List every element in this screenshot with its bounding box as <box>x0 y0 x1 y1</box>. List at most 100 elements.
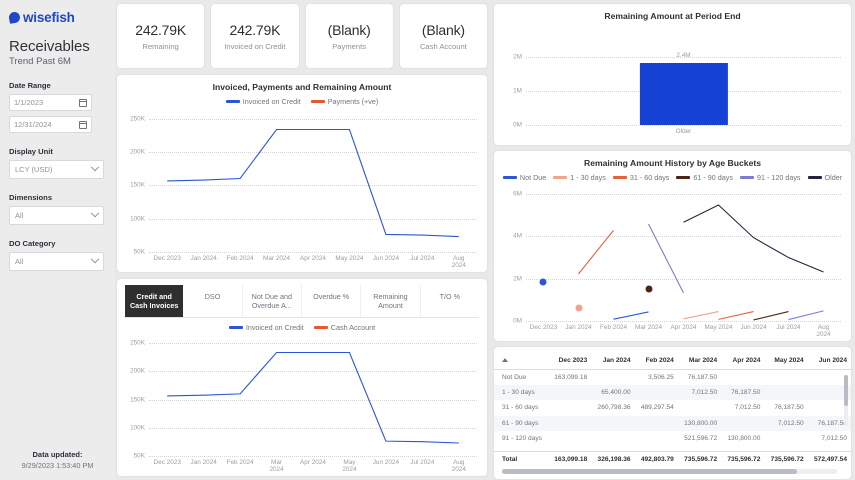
dimensions-select[interactable]: All <box>9 206 104 225</box>
chart-title: Remaining Amount at Period End <box>604 11 741 21</box>
table-horizontal-scrollbar[interactable] <box>502 469 837 474</box>
cell <box>721 416 764 431</box>
kpi-value: (Blank) <box>327 21 371 38</box>
y-axis-tick: 250K <box>130 115 145 123</box>
x-axis-tick: Older <box>675 128 692 135</box>
tab-not-due-and-overdue[interactable]: Not Due and Overdue A... <box>243 285 302 317</box>
legend-item[interactable]: Not Due <box>502 173 547 182</box>
legend-item[interactable]: Invoiced on Credit <box>228 323 304 332</box>
date-to-calendar-button[interactable] <box>75 116 92 133</box>
kpi-card-remaining[interactable]: 242.79K Remaining <box>117 4 205 68</box>
total-cell: 163,099.18 <box>548 450 592 467</box>
series-line <box>789 311 824 320</box>
fish-logo-icon <box>8 11 21 24</box>
data-point[interactable] <box>539 278 547 286</box>
kpi-card-cash-account[interactable]: (Blank) Cash Account <box>399 4 487 68</box>
legend-item[interactable]: 31 - 60 days <box>612 173 670 182</box>
legend-item[interactable]: Cash Account <box>313 323 376 332</box>
legend-item[interactable]: Invoiced on Credit <box>225 97 301 106</box>
cell: 489,297.54 <box>640 404 674 412</box>
legend-item[interactable]: Older <box>807 173 842 182</box>
y-axis-tick: 1M <box>513 87 522 95</box>
dimensions-value: All <box>15 211 24 220</box>
date-from-row[interactable]: 1/1/2023 <box>9 94 106 111</box>
column-header[interactable]: Apr 2024 <box>721 353 765 370</box>
matrix-table[interactable]: Dec 2023 Jan 2024 Feb 2024 Mar 2024 Apr … <box>494 347 851 479</box>
date-to-row[interactable]: 12/31/2024 <box>9 116 106 133</box>
chart-invoiced-payments-remaining[interactable]: Invoiced, Payments and Remaining Amount … <box>117 75 487 272</box>
tab-dso[interactable]: DSO <box>183 285 243 317</box>
x-axis-tick: Feb 2024 <box>226 255 254 262</box>
page-title: Receivables <box>9 38 90 55</box>
do-category-select[interactable]: All <box>9 252 104 271</box>
column-header[interactable]: Mar 2024 <box>677 353 722 370</box>
table-scroll-region[interactable]: Dec 2023 Jan 2024 Feb 2024 Mar 2024 Apr … <box>494 353 851 451</box>
cell: 163,099.18 <box>554 374 588 382</box>
column-header[interactable]: Dec 2023 <box>548 353 592 370</box>
y-axis: 6M 4M 2M 0M <box>502 186 524 325</box>
x-axis-tick: Jan 2024 <box>190 255 217 262</box>
legend-item[interactable]: 1 - 30 days <box>553 173 606 182</box>
chart-remaining-amount-at-period-end[interactable]: Remaining Amount at Period End 2M 1M 0M 2.… <box>494 4 851 145</box>
data-updated: Data updated: 9/29/2023 1:53:40 PM <box>0 450 115 470</box>
cell: 76,187.50 <box>731 389 761 397</box>
legend-label: 61 - 90 days <box>693 173 733 182</box>
legend-item[interactable]: Payments (+ve) <box>310 97 378 106</box>
tab-overdue-percent[interactable]: Overdue % <box>302 285 362 317</box>
legend-item[interactable]: 61 - 90 days <box>676 173 733 182</box>
cell <box>591 370 634 386</box>
kpi-value: 242.79K <box>229 21 281 38</box>
table-row[interactable]: 61 - 90 days 130,800.00 7,012.50 76,187.… <box>494 415 851 431</box>
legend-swatch <box>502 176 517 179</box>
date-to-input[interactable]: 12/31/2024 <box>9 116 75 133</box>
table-row[interactable]: 91 - 120 days 521,596.72 130,800.00 7,01… <box>494 431 851 446</box>
cell: 7,012.50 <box>821 434 847 442</box>
series-lines <box>149 110 477 252</box>
x-axis-tick: Dec 2023 <box>529 324 558 331</box>
sort-ascending-icon[interactable] <box>502 358 508 362</box>
table-sort-header[interactable] <box>494 353 548 370</box>
chart-title: Remaining Amount History by Age Buckets <box>584 158 761 168</box>
cell <box>591 431 634 446</box>
calendar-icon <box>79 98 87 107</box>
scrollbar-thumb[interactable] <box>844 375 848 406</box>
data-point[interactable] <box>575 304 582 312</box>
kpi-card-invoiced-on-credit[interactable]: 242.79K Invoiced on Credit <box>211 4 299 68</box>
y-axis-tick: 6M <box>513 190 522 198</box>
y-axis-tick: 250K <box>130 339 145 347</box>
scrollbar-thumb[interactable] <box>502 469 797 474</box>
column-header[interactable]: May 2024 <box>764 353 808 370</box>
column-header[interactable]: Feb 2024 <box>634 353 678 370</box>
table-vertical-scrollbar[interactable] <box>844 375 848 425</box>
kpi-card-payments[interactable]: (Blank) Payments <box>305 4 393 68</box>
tab-credit-and-cash-invoices[interactable]: Credit and Cash Invoices <box>125 285 184 317</box>
total-cell: 735,596.72 <box>677 450 722 467</box>
table-row[interactable]: Not Due 163,099.18 3,506.25 76,187.50 <box>494 370 851 386</box>
gridline <box>149 252 477 253</box>
chart-credit-and-cash-invoices[interactable]: Credit and Cash Invoices DSO Not Due and… <box>117 279 487 476</box>
total-label: Total <box>494 450 548 467</box>
cell <box>764 370 807 386</box>
legend-label: Not Due <box>519 173 547 182</box>
column-header[interactable]: Jun 2024 <box>807 353 851 370</box>
bar[interactable] <box>639 62 728 125</box>
legend-swatch <box>553 176 568 179</box>
legend-label: 31 - 60 days <box>629 173 670 182</box>
tab-to-percent[interactable]: T/O % <box>439 292 460 301</box>
legend-item[interactable]: 91 - 120 days <box>739 173 801 182</box>
data-point[interactable] <box>645 285 652 293</box>
table-body: Not Due 163,099.18 3,506.25 76,187.50 <box>494 370 851 446</box>
tab-remaining-amount[interactable]: Remaining Amount <box>361 285 421 317</box>
date-from-input[interactable]: 1/1/2023 <box>9 94 75 111</box>
legend-label: Cash Account <box>330 323 376 332</box>
table-row[interactable]: 1 - 30 days 65,400.00 7,012.50 76,187.50 <box>494 385 851 401</box>
row-label: 1 - 30 days <box>502 389 535 397</box>
date-from-calendar-button[interactable] <box>75 94 92 111</box>
x-axis-tick: May 2024 <box>704 324 733 331</box>
x-axis-tick: Jul 2024 <box>410 255 435 262</box>
table-row[interactable]: 31 - 60 days 260,798.36 489,297.54 7,012… <box>494 400 851 415</box>
chart-remaining-amount-history-by-age-buckets[interactable]: Remaining Amount History by Age Buckets … <box>494 151 851 341</box>
display-unit-select[interactable]: LCY (USD) <box>9 160 104 179</box>
x-axis-tick: Mar 2024 <box>263 255 291 262</box>
column-header[interactable]: Jan 2024 <box>591 353 635 370</box>
